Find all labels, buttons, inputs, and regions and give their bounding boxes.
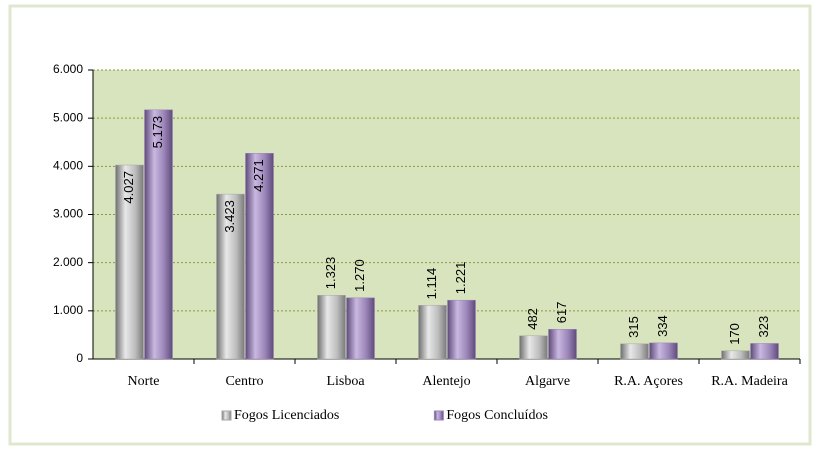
y-tick-label: 3.000 [53, 207, 83, 221]
legend-label: Fogos Licenciados [234, 408, 339, 423]
bar [750, 343, 779, 360]
x-tick-label: R.A. Madeira [711, 374, 788, 389]
bar [649, 342, 678, 360]
value-label: 3.423 [222, 200, 237, 233]
value-label: 315 [626, 316, 641, 338]
x-tick-label: Norte [128, 374, 160, 389]
value-label: 4.027 [121, 171, 136, 204]
value-label: 334 [655, 315, 670, 337]
value-label: 5.173 [150, 116, 165, 149]
value-label: 617 [554, 302, 569, 324]
x-tick-label: Centro [225, 374, 263, 389]
y-tick-label: 5.000 [53, 110, 83, 124]
y-tick-label: 6.000 [53, 62, 83, 76]
bar [317, 295, 346, 360]
x-tick-label: Alentejo [422, 374, 470, 389]
bar [245, 153, 274, 360]
x-tick-label: R.A. Açores [614, 374, 683, 389]
bar [346, 297, 375, 360]
bar [216, 193, 245, 360]
value-label: 1.221 [453, 262, 468, 295]
value-label: 323 [756, 316, 771, 338]
bar [418, 305, 447, 360]
legend-swatch [221, 410, 232, 421]
bar [115, 164, 144, 360]
bar [620, 343, 649, 360]
value-label: 4.271 [251, 159, 266, 192]
bar [519, 335, 548, 360]
value-label: 1.323 [323, 257, 338, 290]
bar [548, 329, 577, 360]
legend-swatch [433, 410, 444, 421]
bar [721, 350, 750, 360]
value-label: 170 [727, 323, 742, 345]
y-tick-label: 4.000 [53, 159, 83, 173]
y-tick-label: 0 [76, 351, 83, 365]
legend-label: Fogos Concluídos [446, 408, 548, 423]
value-label: 482 [525, 308, 540, 330]
bar [144, 109, 173, 360]
bar [447, 299, 476, 360]
value-label: 1.114 [424, 268, 439, 300]
x-tick-label: Algarve [525, 374, 570, 389]
value-label: 1.270 [352, 259, 367, 292]
x-tick-label: Lisboa [326, 374, 365, 389]
y-tick-label: 2.000 [53, 255, 83, 269]
y-tick-label: 1.000 [53, 303, 83, 317]
